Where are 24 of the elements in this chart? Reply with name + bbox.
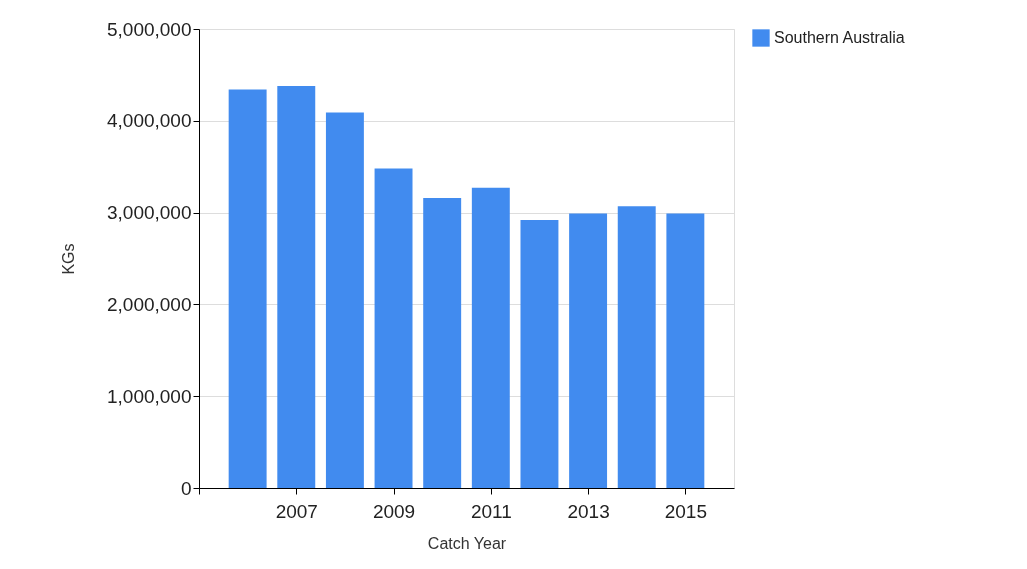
bar [569,213,608,488]
bar [617,206,656,488]
y-tick-label: 4,000,000 [106,110,192,132]
y-tick-label: 1,000,000 [106,385,192,407]
y-tick-label: 2,000,000 [106,293,192,315]
y-axis-title: KGs [59,243,77,275]
bar [520,219,559,488]
bar [666,213,705,488]
x-tick-label: 2007 [275,500,318,522]
x-tick-label: 2011 [470,500,512,522]
x-tick-label: 2009 [372,500,416,522]
bar [277,85,316,488]
bar [325,112,364,488]
x-axis-title: Catch Year [427,534,507,552]
bar [228,89,267,488]
bar [374,168,413,488]
legend-label: Southern Australia [774,29,905,46]
y-tick-label: 3,000,000 [106,202,192,224]
bar [423,197,462,488]
x-tick-label: 2013 [567,500,610,522]
y-tick-label: 5,000,000 [106,18,192,40]
bar [471,187,510,488]
x-tick-label: 2015 [664,500,707,522]
y-tick-label: 0 [180,477,192,499]
